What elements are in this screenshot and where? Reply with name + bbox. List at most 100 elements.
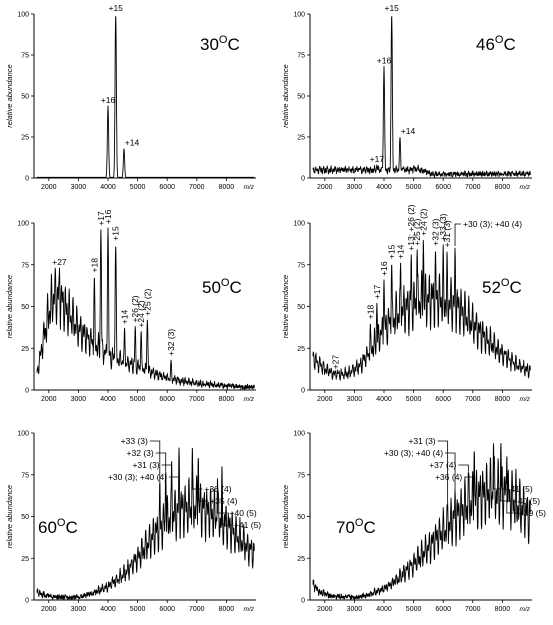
- degree-symbol: O: [501, 277, 510, 289]
- y-tick-label: 75: [297, 53, 305, 60]
- x-tick-label: 5000: [406, 606, 422, 613]
- spectrum-trace: [36, 447, 255, 600]
- x-tick-label: 4000: [376, 396, 392, 403]
- y-axis-label: relative abundance: [5, 275, 14, 338]
- peak-callout-line: [500, 443, 511, 502]
- y-tick-label: 25: [297, 135, 305, 142]
- peak-callout-line: [197, 458, 209, 502]
- x-tick-label: 8000: [495, 184, 511, 191]
- temperature-label: 52OC: [482, 277, 522, 297]
- peak-label: +36 (4): [204, 484, 231, 494]
- x-tick-label: 4000: [100, 184, 116, 191]
- peak-label: +13; +26 (2): [406, 204, 416, 250]
- temperature-unit: C: [503, 35, 515, 54]
- y-tick-label: 100: [17, 221, 29, 228]
- spectrum-panel-60c: 0 25 50 75 100 2000 3000 4000 5000 6000 7000 8000 m/…: [0, 415, 276, 625]
- y-axis-label: relative abundance: [281, 485, 290, 548]
- temperature-unit: C: [227, 35, 239, 54]
- y-tick-label: 50: [297, 94, 305, 101]
- x-tick-label: 2000: [317, 606, 333, 613]
- peak-label: +14: [396, 244, 406, 259]
- peak-label: +33 (3): [438, 213, 448, 240]
- peak-label: +16: [379, 261, 389, 276]
- degree-symbol: O: [495, 34, 504, 46]
- peak-label: +25 (2): [412, 218, 422, 245]
- temperature-label: 46OC: [476, 34, 516, 54]
- peak-label: +33 (3): [121, 436, 148, 446]
- y-axis-label: relative abundance: [281, 275, 290, 338]
- y-tick-label: 75: [21, 53, 29, 60]
- x-tick-label: 7000: [465, 396, 481, 403]
- peak-label: +16: [377, 55, 392, 65]
- x-tick-label: 3000: [71, 396, 87, 403]
- x-axis-label: m/z: [244, 606, 255, 613]
- peak-label: +30 (3); +40 (4): [108, 472, 167, 482]
- x-tick-label: 4000: [376, 184, 392, 191]
- temperature-label: 60OC: [38, 517, 78, 537]
- peak-label: +32 (3): [166, 329, 176, 356]
- y-axis-label: relative abundance: [5, 485, 14, 548]
- spectrum-trace: [312, 16, 531, 178]
- x-tick-label: 6000: [435, 184, 451, 191]
- y-tick-label: 100: [293, 12, 305, 19]
- y-tick-label: 0: [25, 388, 29, 395]
- x-tick-label: 6000: [435, 606, 451, 613]
- spectrum-panel-70c: 0 25 50 75 100 2000 3000 4000 5000 6000 7000 8000 m/…: [276, 415, 552, 625]
- peak-label: +36 (4): [435, 472, 462, 482]
- peak-label: +18: [365, 305, 375, 320]
- temperature-unit: C: [363, 518, 375, 537]
- x-tick-label: 4000: [100, 396, 116, 403]
- x-tick-label: 2000: [41, 606, 57, 613]
- peak-label: +26 (2): [130, 295, 140, 322]
- x-tick-label: 5000: [406, 184, 422, 191]
- temperature-label: 50OC: [202, 277, 242, 297]
- temperature-value: 60: [38, 518, 57, 537]
- temperature-value: 70: [336, 518, 355, 537]
- x-tick-label: 3000: [347, 184, 363, 191]
- peak-label: +39 (5): [519, 508, 546, 518]
- x-tick-label: 7000: [189, 184, 205, 191]
- degree-symbol: O: [221, 277, 230, 289]
- peak-label: +17: [372, 284, 382, 299]
- x-tick-label: 2000: [41, 184, 57, 191]
- x-tick-label: 3000: [347, 606, 363, 613]
- x-tick-label: 8000: [219, 606, 235, 613]
- y-tick-label: 0: [25, 176, 29, 183]
- peak-label: +35 (4): [210, 496, 237, 506]
- x-tick-label: 4000: [100, 606, 116, 613]
- peak-label: +14: [120, 310, 130, 325]
- y-tick-label: 25: [297, 556, 305, 563]
- peak-callout-line: [217, 478, 228, 514]
- peak-callout-line: [506, 456, 517, 514]
- y-tick-label: 0: [301, 176, 305, 183]
- y-tick-label: 75: [21, 262, 29, 269]
- spectrum-panel-50c: 0 25 50 75 100 2000 3000 4000 5000 6000 7000 8000 m/…: [0, 205, 276, 415]
- y-tick-label: 0: [25, 598, 29, 605]
- peak-label: +30 (3); +40 (4): [384, 448, 443, 458]
- peak-label: +31 (3): [132, 460, 159, 470]
- peak-callout-line: [161, 461, 173, 466]
- y-tick-label: 0: [301, 388, 305, 395]
- spectrum-trace: [36, 227, 255, 390]
- spectrum-panel-52c: 0 25 50 75 100 2000 3000 4000 5000 6000 7000 8000 m/…: [276, 204, 552, 415]
- temperature-value: 52: [482, 278, 501, 297]
- x-axis-label: m/z: [520, 606, 531, 613]
- peak-label: +17: [96, 211, 106, 226]
- spectrum-trace: [312, 443, 531, 600]
- spectrum-trace: [312, 239, 531, 381]
- peak-label: +32 (3): [127, 448, 154, 458]
- temperature-value: 46: [476, 35, 495, 54]
- degree-symbol: O: [355, 517, 364, 529]
- peak-label: +15: [384, 3, 399, 13]
- x-axis-label: m/z: [244, 184, 255, 191]
- peak-label: +24 (2): [136, 300, 146, 327]
- spectrum-svg-60c: 0 25 50 75 100 2000 3000 4000 5000 6000 7000 8000 m/…: [5, 431, 261, 614]
- peak-label: +24 (2): [418, 208, 428, 235]
- temperature-unit: C: [229, 278, 241, 297]
- x-tick-label: 2000: [317, 184, 333, 191]
- peak-callout-line: [169, 448, 180, 478]
- peak-callout-line: [493, 443, 504, 490]
- x-tick-label: 6000: [435, 396, 451, 403]
- peak-label: +14: [401, 126, 416, 136]
